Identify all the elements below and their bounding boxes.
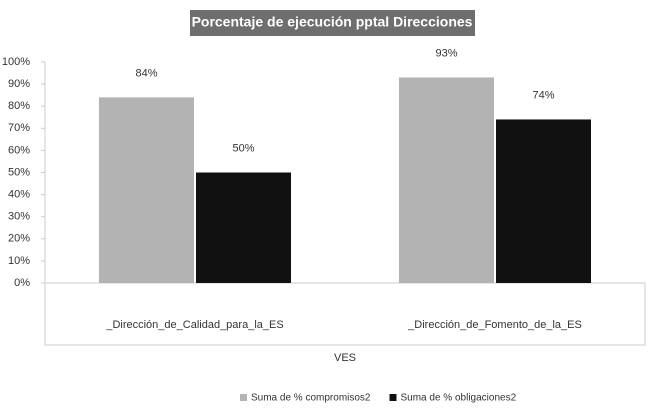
bar [496, 119, 591, 284]
legend-label: Suma de % compromisos2 [251, 393, 371, 404]
y-tick-label: 80% [8, 100, 30, 112]
y-tick-label: 90% [8, 78, 30, 90]
bar [399, 77, 494, 283]
value-label: 84% [135, 67, 157, 79]
y-tick-label: 50% [8, 166, 30, 178]
y-tick-label: 100% [2, 56, 30, 68]
value-label: 50% [232, 142, 254, 154]
title-bar [190, 10, 475, 36]
y-tick-label: 0% [14, 277, 30, 289]
bar [196, 172, 291, 283]
x-tick-label: _Dirección_de_Fomento_de_la_ES [407, 319, 582, 331]
value-label: 93% [435, 47, 457, 59]
legend-swatch [240, 394, 247, 401]
chart-title: Porcentaje de ejecución pptal Direccione… [192, 14, 473, 30]
y-tick-label: 20% [8, 233, 30, 245]
y-tick-label: 60% [8, 144, 30, 156]
y-tick-label: 70% [8, 122, 30, 134]
x-tick-label: _Dirección_de_Calidad_para_la_ES [105, 319, 283, 331]
y-tick-label: 30% [8, 211, 30, 223]
bar [99, 97, 194, 283]
legend-swatch [389, 394, 397, 401]
y-tick-label: 10% [8, 255, 30, 267]
y-tick-label: 40% [8, 189, 30, 201]
x-axis-label: VES [334, 352, 356, 364]
legend-label: Suma de % obligaciones2 [401, 393, 517, 404]
value-label: 74% [532, 89, 554, 101]
category-box [44, 282, 646, 346]
